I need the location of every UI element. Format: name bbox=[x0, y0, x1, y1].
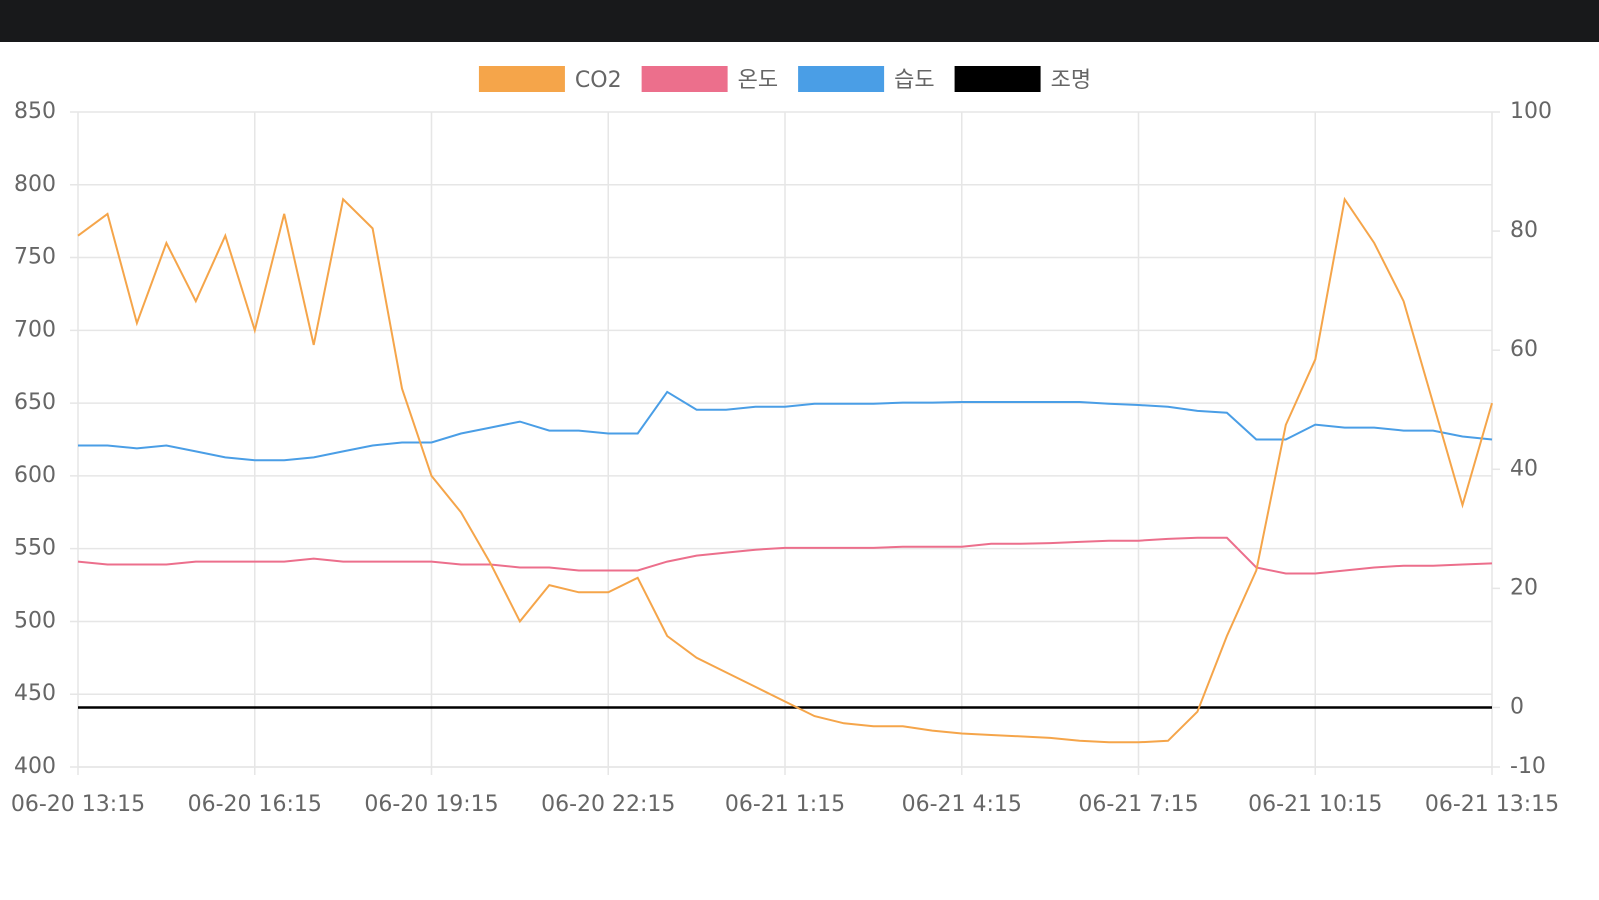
legend-label: CO2 bbox=[575, 68, 622, 93]
y-tick-label: 450 bbox=[14, 681, 56, 706]
legend-swatch bbox=[798, 66, 885, 92]
y2-tick-label: -10 bbox=[1510, 754, 1546, 779]
top-bar bbox=[0, 0, 1599, 42]
x-tick-label: 06-20 22:15 bbox=[541, 792, 675, 817]
y2-tick-label: 20 bbox=[1510, 575, 1538, 600]
y-tick-label: 800 bbox=[14, 172, 56, 197]
y-tick-label: 550 bbox=[14, 536, 56, 561]
x-tick-label: 06-20 13:15 bbox=[11, 792, 145, 817]
y-tick-label: 700 bbox=[14, 317, 56, 342]
legend-swatch bbox=[954, 66, 1041, 92]
y2-tick-label: 100 bbox=[1510, 99, 1552, 124]
x-tick-label: 06-21 7:15 bbox=[1078, 792, 1198, 817]
series-line bbox=[77, 196, 1493, 744]
y2-tick-label: 40 bbox=[1510, 456, 1538, 481]
y2-tick-label: 60 bbox=[1510, 337, 1538, 362]
y-tick-label: 850 bbox=[14, 99, 56, 124]
x-tick-label: 06-21 4:15 bbox=[902, 792, 1022, 817]
y-tick-label: 650 bbox=[14, 390, 56, 415]
legend-swatch bbox=[641, 66, 728, 92]
legend-label: 조명 bbox=[1051, 68, 1091, 93]
y-tick-label: 500 bbox=[14, 608, 56, 633]
y2-tick-label: 0 bbox=[1510, 694, 1524, 719]
x-tick-label: 06-21 10:15 bbox=[1248, 792, 1382, 817]
y-tick-label: 600 bbox=[14, 463, 56, 488]
x-tick-label: 06-21 13:15 bbox=[1425, 792, 1559, 817]
x-tick-label: 06-20 19:15 bbox=[364, 792, 498, 817]
x-tick-label: 06-20 16:15 bbox=[188, 792, 322, 817]
x-tick-label: 06-21 1:15 bbox=[725, 792, 845, 817]
series-line bbox=[78, 390, 1493, 462]
y-tick-label: 400 bbox=[14, 754, 56, 779]
legend-label: 습도 bbox=[894, 68, 934, 93]
legend-swatch bbox=[478, 66, 565, 92]
y2-tick-label: 80 bbox=[1510, 218, 1538, 243]
y-tick-label: 750 bbox=[14, 245, 56, 270]
legend-label: 온도 bbox=[738, 68, 778, 93]
